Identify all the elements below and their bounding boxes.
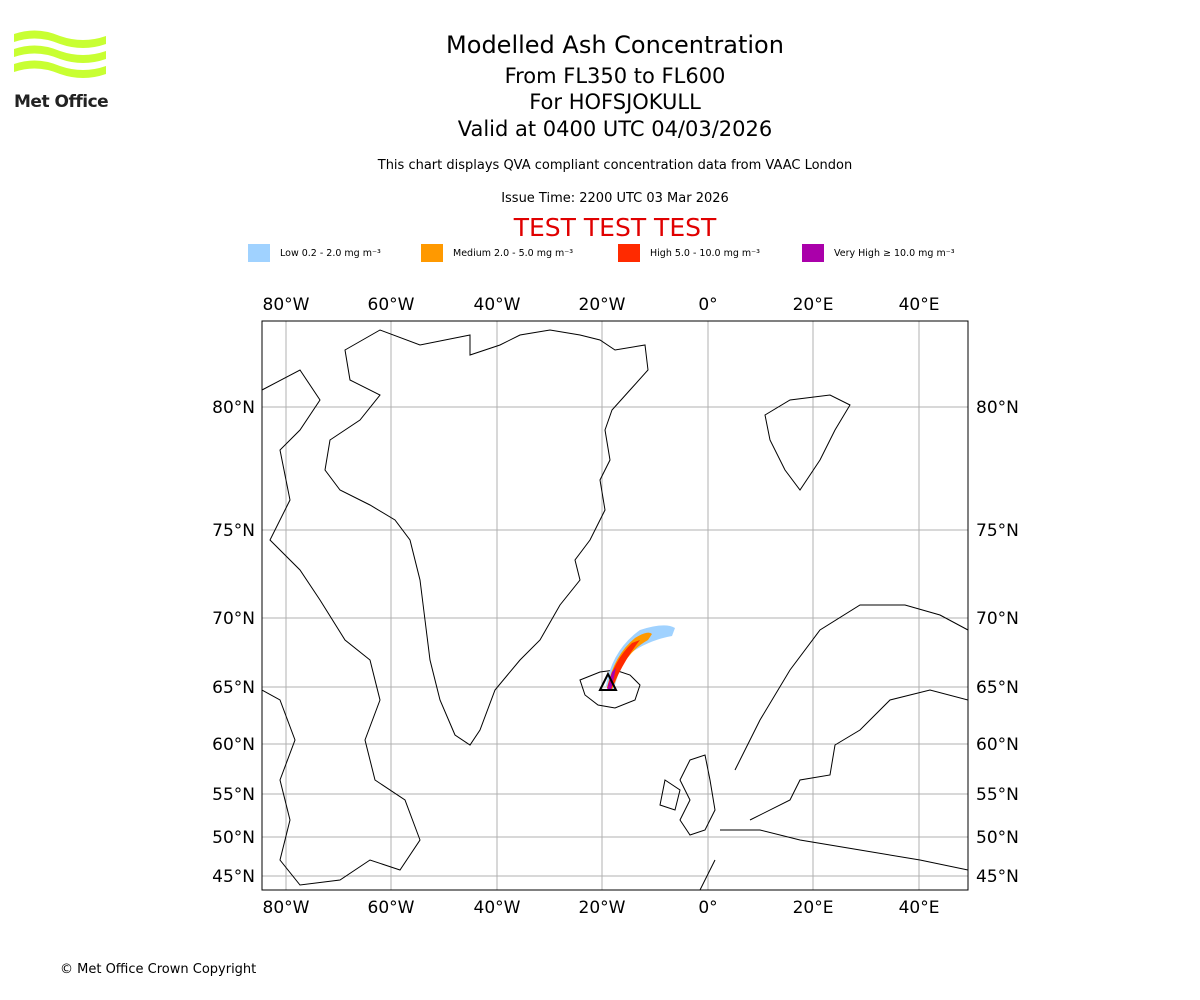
compliance-note: This chart displays QVA compliant concen… — [377, 158, 853, 173]
greenland-coast — [324, 329, 649, 746]
lat-label: 45°N — [212, 867, 255, 887]
svalbard-coast — [764, 394, 851, 491]
coastlines — [262, 329, 968, 890]
legend-label: Low 0.2 - 2.0 mg m⁻³ — [280, 247, 381, 259]
plume-high — [607, 640, 640, 690]
graticule — [262, 321, 968, 890]
legend-swatch — [421, 244, 443, 262]
scandinavia-coast — [699, 604, 968, 890]
valid-time: Valid at 0400 UTC 04/03/2026 — [457, 117, 773, 141]
britain-coast — [659, 754, 716, 836]
volcano-name: For HOFSJOKULL — [529, 90, 701, 114]
met-office-logo-icon — [14, 30, 106, 78]
lon-label: 60°W — [368, 898, 415, 918]
lon-label: 20°E — [793, 898, 834, 918]
lon-labels-bottom: 80°W 60°W 40°W 20°W 0° 20°E 40°E — [263, 898, 940, 918]
lat-labels-right: 80°N 75°N 70°N 65°N 60°N 55°N 50°N 45°N — [976, 398, 1019, 887]
lat-label: 55°N — [976, 785, 1019, 805]
lon-label: 20°W — [579, 295, 626, 315]
legend-item-very-high: Very High ≥ 10.0 mg m⁻³ — [802, 244, 955, 262]
lon-label: 20°E — [793, 295, 834, 315]
legend-label: Very High ≥ 10.0 mg m⁻³ — [834, 247, 955, 259]
copyright: © Met Office Crown Copyright — [60, 962, 257, 977]
map-area — [262, 321, 968, 890]
lat-label: 75°N — [976, 521, 1019, 541]
logo-text: Met Office — [14, 92, 109, 112]
lon-label: 40°W — [474, 898, 521, 918]
legend-swatch — [802, 244, 824, 262]
lon-label: 0° — [698, 898, 717, 918]
legend-label: Medium 2.0 - 5.0 mg m⁻³ — [453, 247, 574, 259]
lat-label: 70°N — [976, 609, 1019, 629]
legend-item-medium: Medium 2.0 - 5.0 mg m⁻³ — [421, 244, 573, 262]
lon-label: 40°W — [474, 295, 521, 315]
map-frame — [261, 320, 969, 891]
flight-levels: From FL350 to FL600 — [504, 64, 726, 88]
lat-label: 60°N — [212, 735, 255, 755]
chart-title: Modelled Ash Concentration — [446, 31, 784, 59]
legend-item-high: High 5.0 - 10.0 mg m⁻³ — [618, 244, 760, 262]
lat-label: 60°N — [976, 735, 1019, 755]
iceland-coast — [579, 669, 641, 709]
lon-label: 40°E — [899, 898, 940, 918]
legend-swatch — [618, 244, 640, 262]
lon-labels-top: 80°W 60°W 40°W 20°W 0° 20°E 40°E — [263, 295, 940, 315]
lat-label: 65°N — [976, 678, 1019, 698]
ash-plume — [598, 625, 675, 691]
lat-label: 70°N — [212, 609, 255, 629]
lat-label: 45°N — [976, 867, 1019, 887]
lat-label: 80°N — [976, 398, 1019, 418]
legend-label: High 5.0 - 10.0 mg m⁻³ — [650, 247, 760, 259]
lon-label: 40°E — [899, 295, 940, 315]
canada-coast — [262, 369, 421, 886]
lon-label: 20°W — [579, 898, 626, 918]
volcano-triangle-icon — [598, 671, 618, 691]
lat-label: 55°N — [212, 785, 255, 805]
legend-swatch — [248, 244, 270, 262]
lon-label: 80°W — [263, 898, 310, 918]
lon-label: 80°W — [263, 295, 310, 315]
lon-label: 0° — [698, 295, 717, 315]
lat-label: 65°N — [212, 678, 255, 698]
legend-item-low: Low 0.2 - 2.0 mg m⁻³ — [248, 244, 381, 262]
lat-label: 50°N — [212, 828, 255, 848]
lat-labels-left: 80°N 75°N 70°N 65°N 60°N 55°N 50°N 45°N — [212, 398, 255, 887]
lat-label: 80°N — [212, 398, 255, 418]
lat-label: 50°N — [976, 828, 1019, 848]
lat-label: 75°N — [212, 521, 255, 541]
lon-label: 60°W — [368, 295, 415, 315]
test-banner: TEST TEST TEST — [513, 213, 717, 242]
issue-time: Issue Time: 2200 UTC 03 Mar 2026 — [501, 191, 729, 206]
